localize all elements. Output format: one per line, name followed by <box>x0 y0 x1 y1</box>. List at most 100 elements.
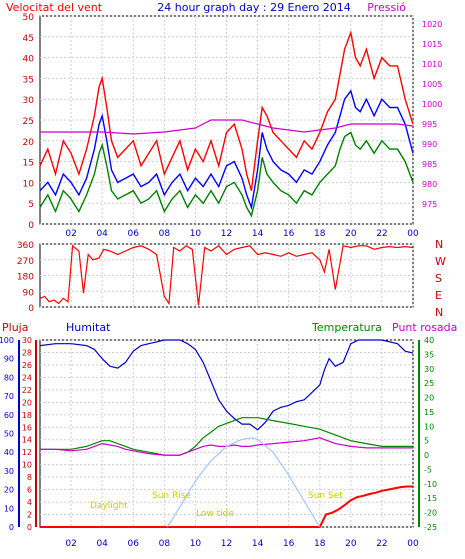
humidity-y-tick-5: 50 <box>4 430 14 439</box>
humidity-y-tick-7: 70 <box>4 392 14 401</box>
temp-y-tick-4: -5 <box>424 465 432 474</box>
rain-label: Pluja <box>2 321 28 334</box>
humidity-label: Humitat <box>66 321 111 334</box>
rain-y-tick-4: 8 <box>27 473 32 482</box>
wind-x-tick-9: 20 <box>345 229 357 239</box>
annotation-lowtide: Low tide <box>196 509 234 519</box>
pressure-y-tick-0: 975 <box>422 200 437 209</box>
humidity-y-tick-10: 100 <box>0 336 14 345</box>
direction-y-tick-3: 270 <box>17 257 34 267</box>
temp-y-tick-12: 35 <box>424 350 434 359</box>
temp-y-tick-8: 15 <box>424 408 434 417</box>
compass-label-2: S <box>435 272 442 285</box>
wind-x-tick-2: 06 <box>128 229 140 239</box>
wind-y-tick-0: 0 <box>28 221 34 231</box>
bottom-x-tick-3: 08 <box>159 539 171 549</box>
wind-x-tick-5: 12 <box>221 229 232 239</box>
pressure-y-tick-7: 1010 <box>422 60 442 69</box>
humidity-y-tick-3: 30 <box>4 467 14 476</box>
series-line-humitat <box>39 339 414 431</box>
wind-x-tick-6: 14 <box>252 229 264 239</box>
temp-y-tick-7: 10 <box>424 422 434 431</box>
compass-label-4: N <box>435 306 443 319</box>
pressure-y-tick-8: 1015 <box>422 40 442 49</box>
series-line-direction <box>39 244 414 306</box>
pressure-y-tick-5: 1000 <box>422 100 442 109</box>
rain-y-tick-1: 2 <box>27 511 32 520</box>
wind-speed-label: Velocitat del vent <box>6 1 103 14</box>
temp-y-tick-13: 40 <box>424 336 434 345</box>
rain-y-tick-3: 6 <box>27 486 32 495</box>
temp-y-tick-6: 5 <box>424 437 429 446</box>
series-line-pressure <box>40 119 414 135</box>
series-line-temperatura <box>40 417 413 456</box>
dewpoint-label: Punt rosada <box>392 321 457 334</box>
humidity-y-tick-1: 10 <box>4 504 14 513</box>
wind-y-tick-7: 35 <box>23 75 34 85</box>
bottom-x-tick-10: 22 <box>376 539 387 549</box>
temp-y-tick-9: 20 <box>424 394 434 403</box>
annotation-sunset: Sun Set <box>308 491 343 501</box>
bottom-x-tick-11: 00 <box>407 539 419 549</box>
rain-y-tick-14: 28 <box>22 348 32 357</box>
bottom-x-tick-7: 16 <box>283 539 295 549</box>
bottom-x-tick-4: 10 <box>190 539 202 549</box>
rain-y-tick-10: 20 <box>22 398 32 407</box>
temperature-label: Temperatura <box>311 321 382 334</box>
pressure-y-tick-1: 980 <box>422 180 437 189</box>
temp-y-tick-11: 30 <box>424 365 434 374</box>
chart-title: 24 hour graph day : 29 Enero 2014 <box>157 1 351 14</box>
wind-y-tick-5: 25 <box>23 117 34 127</box>
direction-y-tick-2: 180 <box>17 273 34 283</box>
rain-y-tick-2: 4 <box>27 498 32 507</box>
pressure-y-tick-4: 995 <box>422 120 437 129</box>
rain-y-tick-8: 16 <box>22 423 32 432</box>
pressure-y-tick-9: 1020 <box>422 20 442 29</box>
rain-y-tick-6: 12 <box>22 448 32 457</box>
annotation-daylight: Daylight <box>90 501 128 511</box>
wind-y-tick-9: 45 <box>23 34 34 44</box>
wind-y-tick-6: 30 <box>23 96 35 106</box>
wind-y-tick-2: 10 <box>23 179 35 189</box>
wind-y-tick-8: 40 <box>23 55 35 65</box>
rain-y-tick-11: 22 <box>22 386 32 395</box>
temp-y-tick-1: -20 <box>424 509 437 518</box>
pressure-y-tick-6: 1005 <box>422 80 442 89</box>
pressure-label: Pressió <box>367 1 406 14</box>
humidity-y-tick-0: 0 <box>9 523 14 532</box>
bottom-x-tick-8: 18 <box>314 539 326 549</box>
wind-x-tick-8: 18 <box>314 229 326 239</box>
compass-label-0: N <box>435 238 443 251</box>
temp-y-tick-0: -25 <box>424 523 437 532</box>
temp-y-tick-2: -15 <box>424 494 437 503</box>
rain-y-tick-12: 24 <box>22 373 32 382</box>
series-line-punt-rosada <box>40 437 413 456</box>
wind-y-tick-10: 50 <box>23 13 35 23</box>
wind-y-tick-1: 5 <box>28 200 34 210</box>
wind-x-tick-10: 22 <box>376 229 387 239</box>
humidity-y-tick-6: 60 <box>4 411 14 420</box>
direction-y-tick-1: 90 <box>23 288 35 298</box>
series-line-avg <box>39 89 414 211</box>
direction-y-tick-0: 0 <box>28 304 34 314</box>
humidity-y-tick-9: 90 <box>4 355 14 364</box>
humidity-y-tick-8: 80 <box>4 373 14 382</box>
compass-label-3: E <box>435 289 442 302</box>
pressure-y-tick-2: 985 <box>422 160 437 169</box>
wind-x-tick-3: 08 <box>159 229 171 239</box>
wind-x-tick-1: 04 <box>96 229 108 239</box>
wind-x-tick-7: 16 <box>283 229 295 239</box>
wind-x-tick-0: 02 <box>65 229 76 239</box>
bottom-x-tick-0: 02 <box>65 539 76 549</box>
series-line-gust <box>39 29 414 191</box>
wind-x-tick-11: 00 <box>407 229 419 239</box>
rain-y-tick-9: 18 <box>22 411 32 420</box>
rain-y-tick-5: 10 <box>22 461 32 470</box>
direction-y-tick-4: 360 <box>17 241 34 251</box>
series-line-sun <box>166 437 321 528</box>
rain-y-tick-0: 0 <box>27 523 32 532</box>
pressure-y-tick-3: 990 <box>422 140 437 149</box>
temp-y-tick-3: -10 <box>424 480 437 489</box>
